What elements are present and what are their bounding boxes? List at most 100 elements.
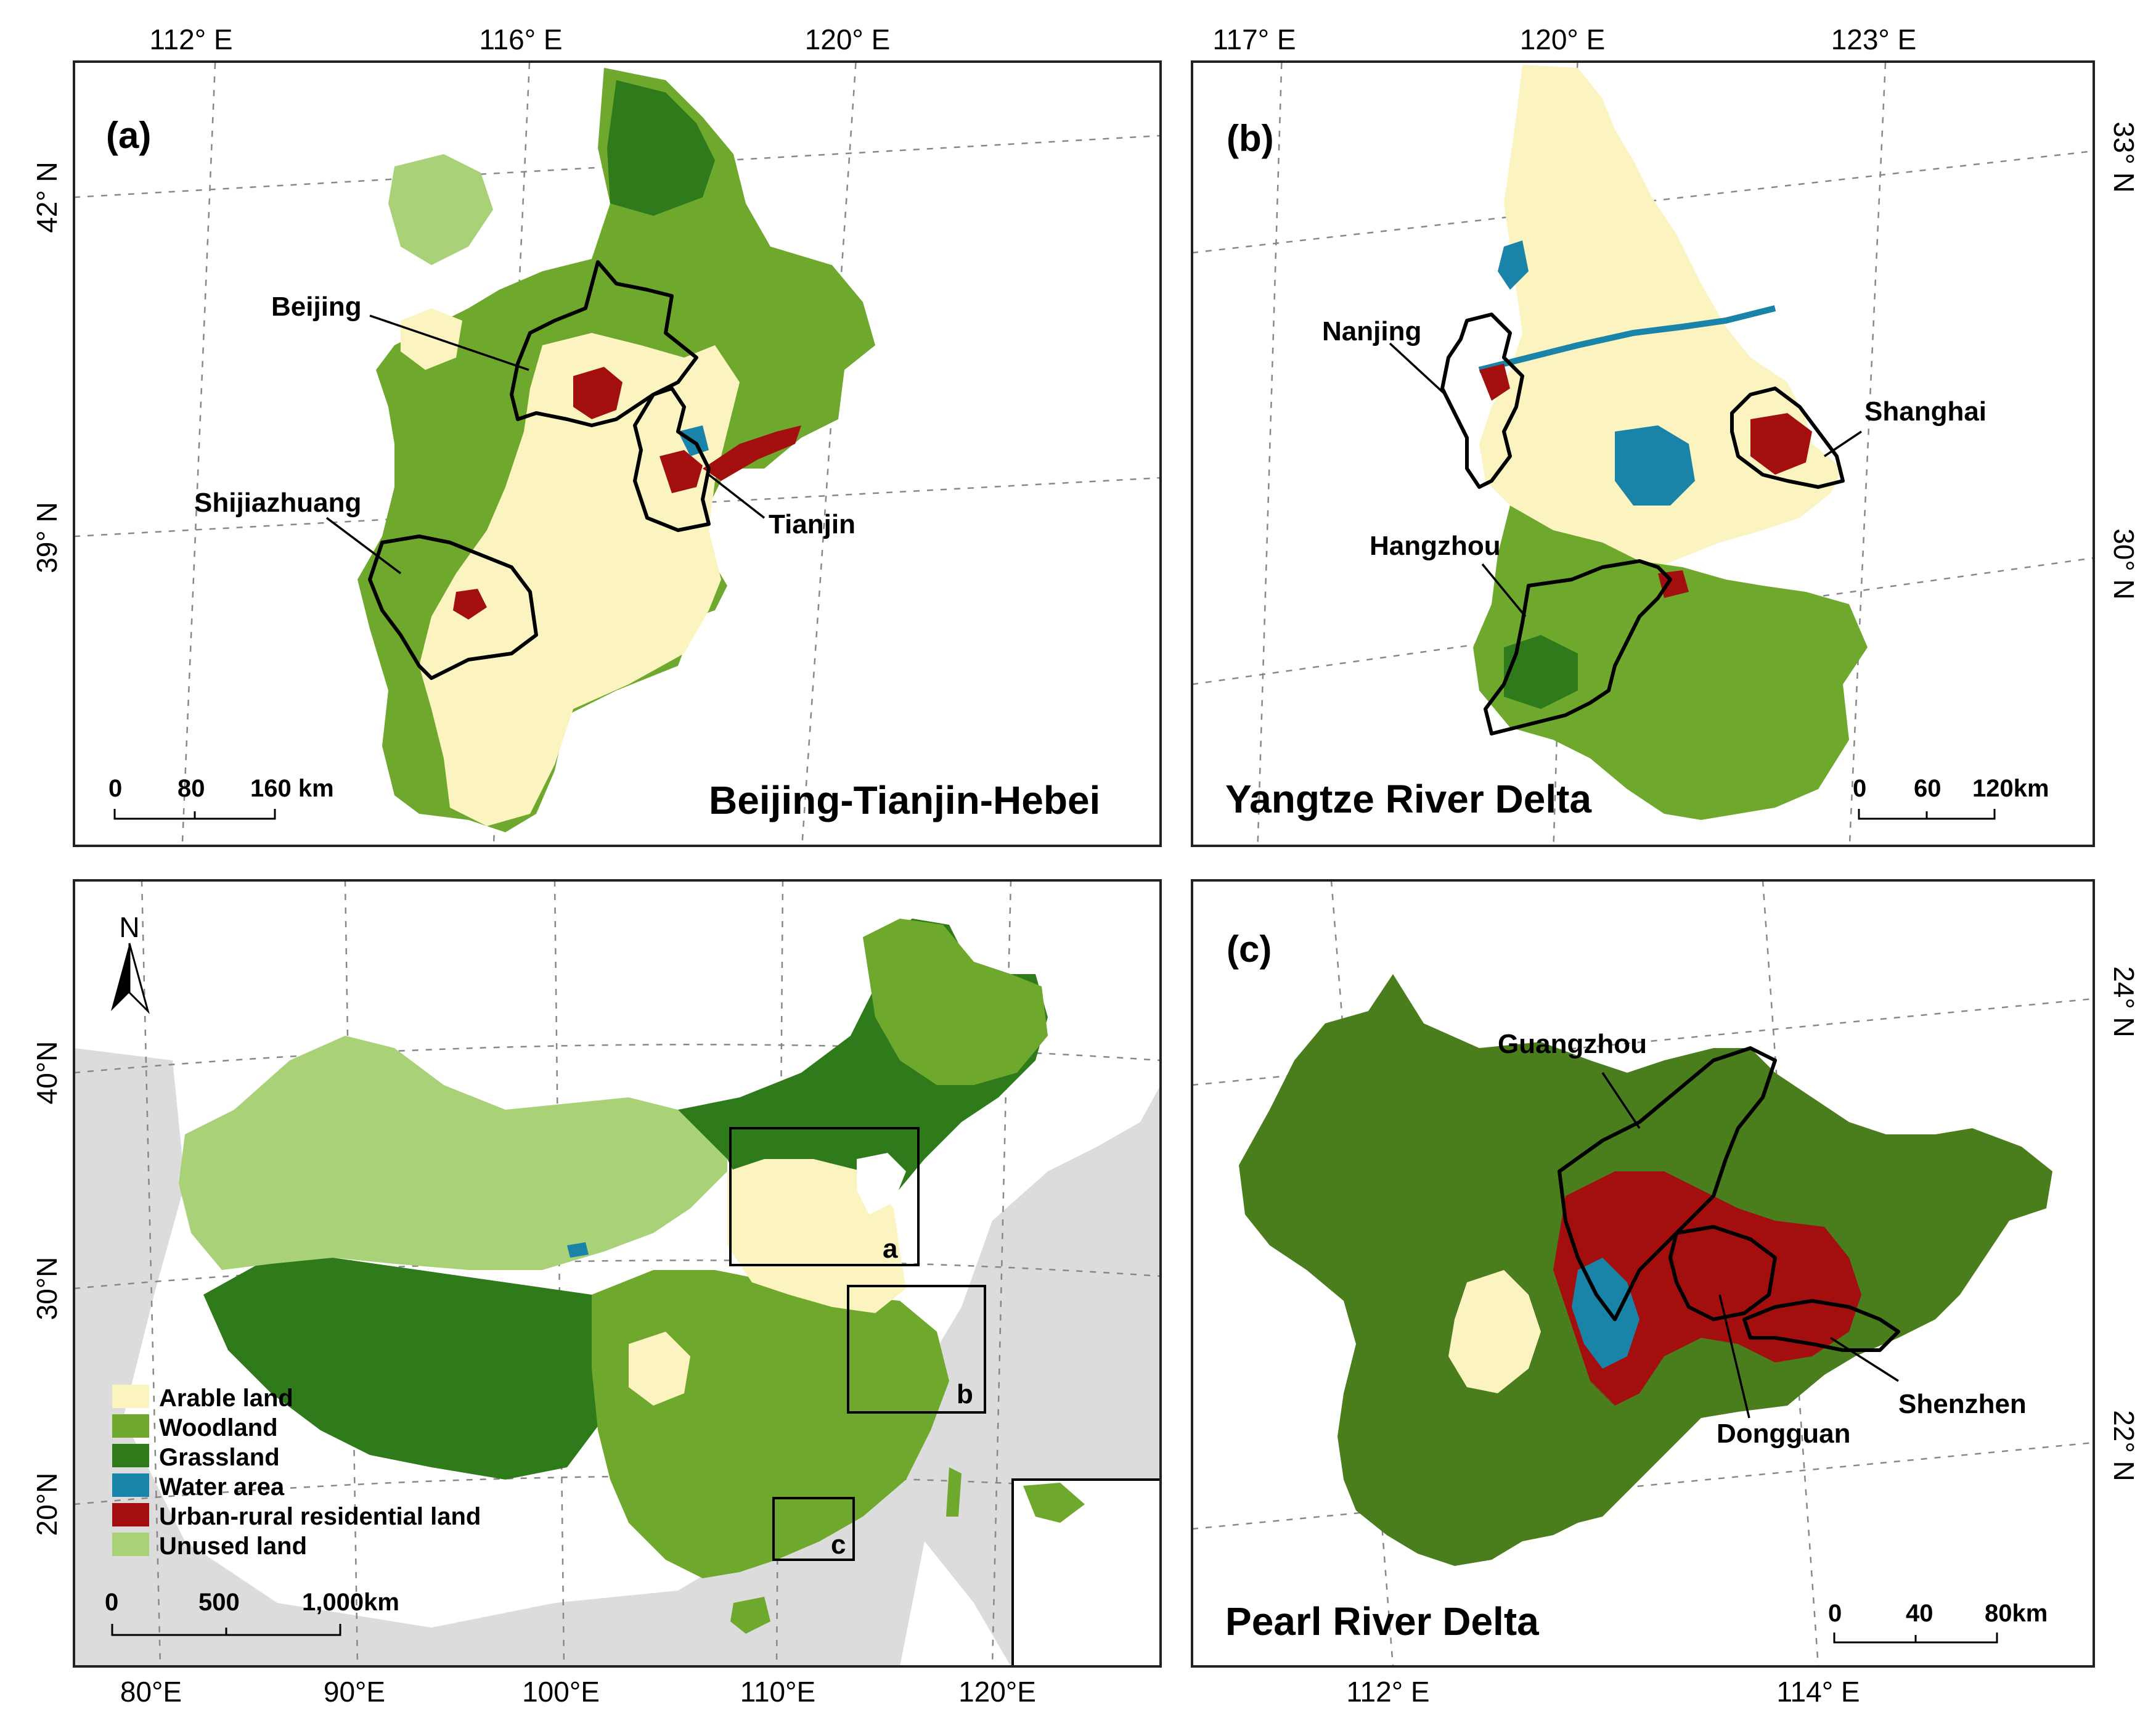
china-overview-map: a b c N Arable land Woodland Grassland W…	[31, 879, 1162, 1708]
china-bottom-tick-90: 90°E	[324, 1676, 385, 1708]
inset-box-c	[772, 1497, 855, 1561]
land-urban-coast	[703, 425, 801, 481]
land-grassland-zone	[607, 80, 715, 216]
china-left-tick-40: 40°N	[31, 1041, 63, 1105]
dongguan-leader	[1718, 1294, 1750, 1419]
china-woodland-northeast	[863, 919, 1048, 1085]
panel-c-frame	[1191, 879, 2095, 1668]
legend-swatch-unused	[112, 1533, 149, 1556]
beijing-leader	[369, 314, 529, 371]
legend-label-water: Water area	[159, 1473, 285, 1501]
land-water-river	[1478, 305, 1776, 373]
panel-china-scale-bar: 0 500 1,000km	[105, 1589, 399, 1636]
land-grassland-patch	[1504, 635, 1578, 709]
scale-label-mid: 80	[178, 775, 205, 802]
taiwan-island	[946, 1467, 962, 1517]
china-bottom-tick-120: 120°E	[958, 1676, 1036, 1708]
shanghai-leader	[1824, 430, 1862, 457]
graticule-line	[141, 880, 161, 1666]
panel-b-map: (b) Nanjing Shanghai Hangzhou Yangtze Ri…	[1191, 23, 2140, 847]
scale-label-end: 160 km	[250, 775, 334, 802]
scale-label-0: 0	[108, 775, 122, 802]
graticule-line	[1192, 1441, 2094, 1530]
city-label-beijing: Beijing	[271, 292, 362, 322]
panel-b-right-tick-33: 33° N	[2108, 121, 2140, 193]
panel-b-frame	[1191, 60, 2095, 847]
shenzhen-leader	[1830, 1337, 1899, 1382]
china-grassland-west	[203, 1258, 616, 1480]
nanjing-boundary	[1440, 313, 1524, 489]
land-urban-shanghai	[1750, 413, 1812, 475]
legend-label-grassland: Grassland	[159, 1444, 280, 1471]
land-arable-zone	[1448, 1270, 1541, 1393]
city-label-shijiazhuang: Shijiazhuang	[194, 488, 361, 518]
inset-box-b	[847, 1285, 986, 1414]
nanjing-leader	[1389, 342, 1447, 396]
guangzhou-boundary	[1558, 1046, 1777, 1321]
panel-a-scale-bar: 0 80 160 km	[108, 775, 334, 820]
inset-label-b: b	[957, 1379, 973, 1409]
shanghai-boundary	[1730, 387, 1845, 489]
city-label-hangzhou: Hangzhou	[1370, 531, 1501, 561]
china-unused-northwest	[179, 1036, 727, 1270]
scale-label-end: 80km	[1985, 1600, 2048, 1627]
graticule-line	[1192, 150, 2094, 254]
scale-label-0: 0	[1853, 775, 1866, 802]
panel-a-region-title: Beijing-Tianjin-Hebei	[709, 778, 1100, 822]
legend-swatch-water	[112, 1473, 149, 1497]
scale-label-0: 0	[105, 1589, 118, 1616]
land-urban-nanjing	[1479, 364, 1510, 401]
china-bottom-tick-80: 80°E	[120, 1676, 182, 1708]
panel-c-letter: (c)	[1227, 928, 1272, 970]
scale-label-end: 1,000km	[302, 1589, 399, 1616]
panel-a-map: (a) Beijing Tianjin Shijiazhuang Beijing…	[31, 23, 1162, 847]
inset-label-a: a	[883, 1234, 898, 1264]
dongguan-boundary	[1668, 1225, 1777, 1321]
scale-label-end: 120km	[1972, 775, 2049, 802]
china-bottom-tick-100: 100°E	[522, 1676, 600, 1708]
panel-b-letter: (b)	[1227, 118, 1274, 159]
shenzhen-boundary	[1742, 1299, 1900, 1352]
hainan-island	[730, 1597, 770, 1634]
panel-c-right-tick-24: 24° N	[2108, 966, 2140, 1038]
panel-c-region-title: Pearl River Delta	[1225, 1599, 1539, 1644]
panel-c-bottom-tick-112: 112° E	[1346, 1676, 1429, 1708]
panel-b-right-tick-30: 30° N	[2108, 528, 2140, 600]
panel-c-right-tick-22: 22° N	[2108, 1410, 2140, 1481]
beijing-boundary	[510, 260, 698, 427]
china-bohai-sea	[857, 1153, 906, 1215]
legend-label-arable: Arable land	[159, 1385, 293, 1412]
land-urban-tianjin	[659, 450, 703, 493]
city-label-shenzhen: Shenzhen	[1898, 1389, 2027, 1419]
panel-a-frame	[73, 60, 1162, 847]
north-arrow: N	[111, 911, 150, 1015]
graticule-line	[344, 880, 359, 1666]
land-urban-beijing	[573, 367, 623, 419]
panel-a-top-tick-120: 120° E	[805, 23, 891, 55]
land-urban-shijiazhuang	[453, 589, 487, 620]
land-woodland-zone	[1473, 506, 1868, 820]
south-china-sea-frame	[1011, 1478, 1161, 1666]
tianjin-leader	[708, 473, 766, 519]
legend-swatch-woodland	[112, 1414, 149, 1438]
city-label-tianjin: Tianjin	[769, 509, 855, 539]
graticule-line	[553, 880, 565, 1666]
legend-label-woodland: Woodland	[159, 1414, 278, 1441]
hangzhou-boundary	[1484, 559, 1672, 735]
city-label-shanghai: Shanghai	[1864, 396, 1987, 427]
north-label: N	[119, 911, 139, 943]
land-unused-zone	[388, 154, 493, 265]
legend-label-urban: Urban-rural residential land	[159, 1503, 481, 1530]
panel-b-scale-bar: 0 60 120km	[1853, 775, 2049, 820]
city-label-guangzhou: Guangzhou	[1498, 1029, 1647, 1059]
shijiazhuang-leader	[325, 517, 402, 575]
scale-label-mid: 60	[1914, 775, 1942, 802]
legend: Arable land Woodland Grassland Water are…	[112, 1385, 481, 1560]
scale-label-mid: 500	[198, 1589, 240, 1616]
shijiazhuang-boundary	[368, 535, 538, 680]
scale-label-mid: 40	[1906, 1600, 1933, 1627]
panel-b-top-tick-120: 120° E	[1520, 23, 1606, 55]
legend-label-unused: Unused land	[159, 1533, 307, 1560]
panel-a-top-tick-116: 116° E	[479, 23, 562, 55]
